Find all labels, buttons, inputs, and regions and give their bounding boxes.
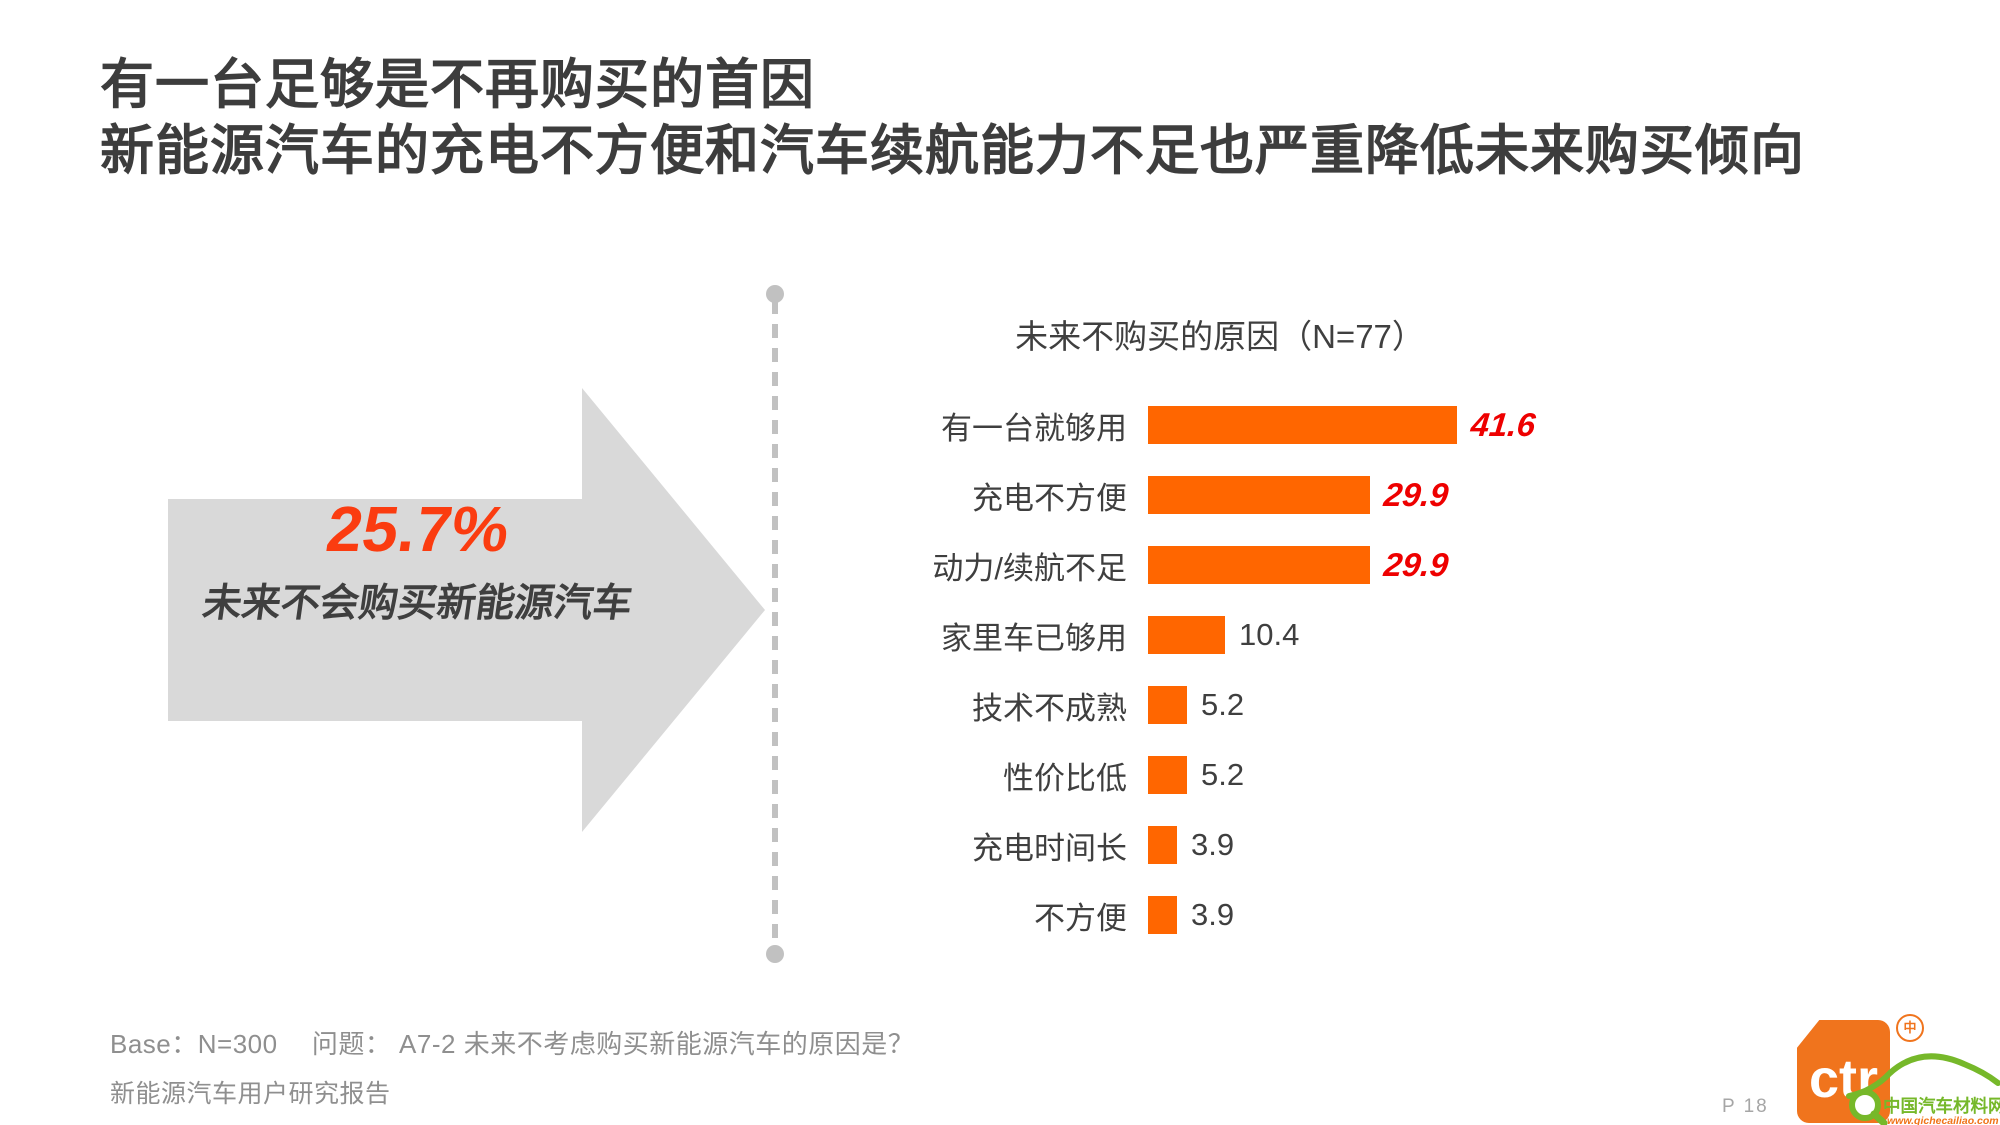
bar-label: 不方便 [1034,900,1127,936]
slide-title-line2: 新能源汽车的充电不方便和汽车续航能力不足也严重降低未来购买倾向 [100,121,1805,181]
bar-value: 41.6 [1469,406,1538,443]
bar-value: 3.9 [1191,897,1235,932]
bar-row: 有一台就够用 41.6 [820,390,1580,460]
bar [1148,406,1457,444]
slide-title: 有一台足够是不再购买的首因 新能源汽车的充电不方便和汽车续航能力不足也严重降低未… [100,52,1805,184]
watermark-site-name: 中国汽车材料网 [1883,1096,2000,1116]
bar [1148,756,1187,794]
highlight-caption: 未来不会购买新能源汽车 [199,582,636,625]
bar [1148,896,1177,934]
highlight-percent: 25.7% [322,493,514,565]
bar-value: 3.9 [1191,827,1235,862]
bar [1148,826,1177,864]
bar [1148,686,1187,724]
bar-rows: 有一台就够用 41.6 充电不方便 29.9 动力/续航不足 29.9 家里车已… [820,390,1580,950]
bar-label: 充电不方便 [972,480,1127,516]
magnifier-icon [1849,1089,1881,1121]
ctr-registered-mark-icon: 中 [1896,1014,1924,1042]
bar-row: 充电时间长 3.9 [820,810,1580,880]
bar-label: 技术不成熟 [972,690,1127,726]
bar-label: 有一台就够用 [941,410,1127,446]
bar-value: 29.9 [1382,476,1451,513]
bar-value: 5.2 [1201,757,1245,792]
bar-label: 动力/续航不足 [932,550,1127,586]
slide-title-line1: 有一台足够是不再购买的首因 [100,55,815,115]
bar-row: 家里车已够用 10.4 [820,600,1580,670]
divider-dot-bottom [766,945,784,963]
bar-row: 动力/续航不足 29.9 [820,530,1580,600]
bar-row: 充电不方便 29.9 [820,460,1580,530]
chart-title: 未来不购买的原因（N=77） [1015,318,1425,355]
divider-dashed-line [772,300,778,952]
watermark-site-url: www.qichecailiao.com [1887,1115,1999,1125]
bar-value: 10.4 [1239,617,1300,652]
bar [1148,546,1370,584]
footer-report-name: 新能源汽车用户研究报告 [110,1080,391,1108]
bar-label: 性价比低 [1003,760,1127,796]
bar-value: 5.2 [1201,687,1245,722]
car-outline-icon [1846,1053,2000,1099]
bar [1148,616,1225,654]
bar-row: 性价比低 5.2 [820,740,1580,810]
page-number: P 18 [1722,1096,1769,1117]
footer-base-note: Base：N=300 问题： A7-2 未来不考虑购买新能源汽车的原因是？ [110,1029,915,1059]
site-watermark: 中国汽车材料网 www.qichecailiao.com [1846,1053,2000,1125]
bar [1148,476,1370,514]
bar-row: 技术不成熟 5.2 [820,670,1580,740]
bar-row: 不方便 3.9 [820,880,1580,950]
bar-value: 29.9 [1382,546,1451,583]
bar-label: 家里车已够用 [941,620,1127,656]
bar-label: 充电时间长 [972,830,1127,866]
magnifier-handle-icon [1870,1110,1888,1125]
divider-dot-top [766,285,784,303]
